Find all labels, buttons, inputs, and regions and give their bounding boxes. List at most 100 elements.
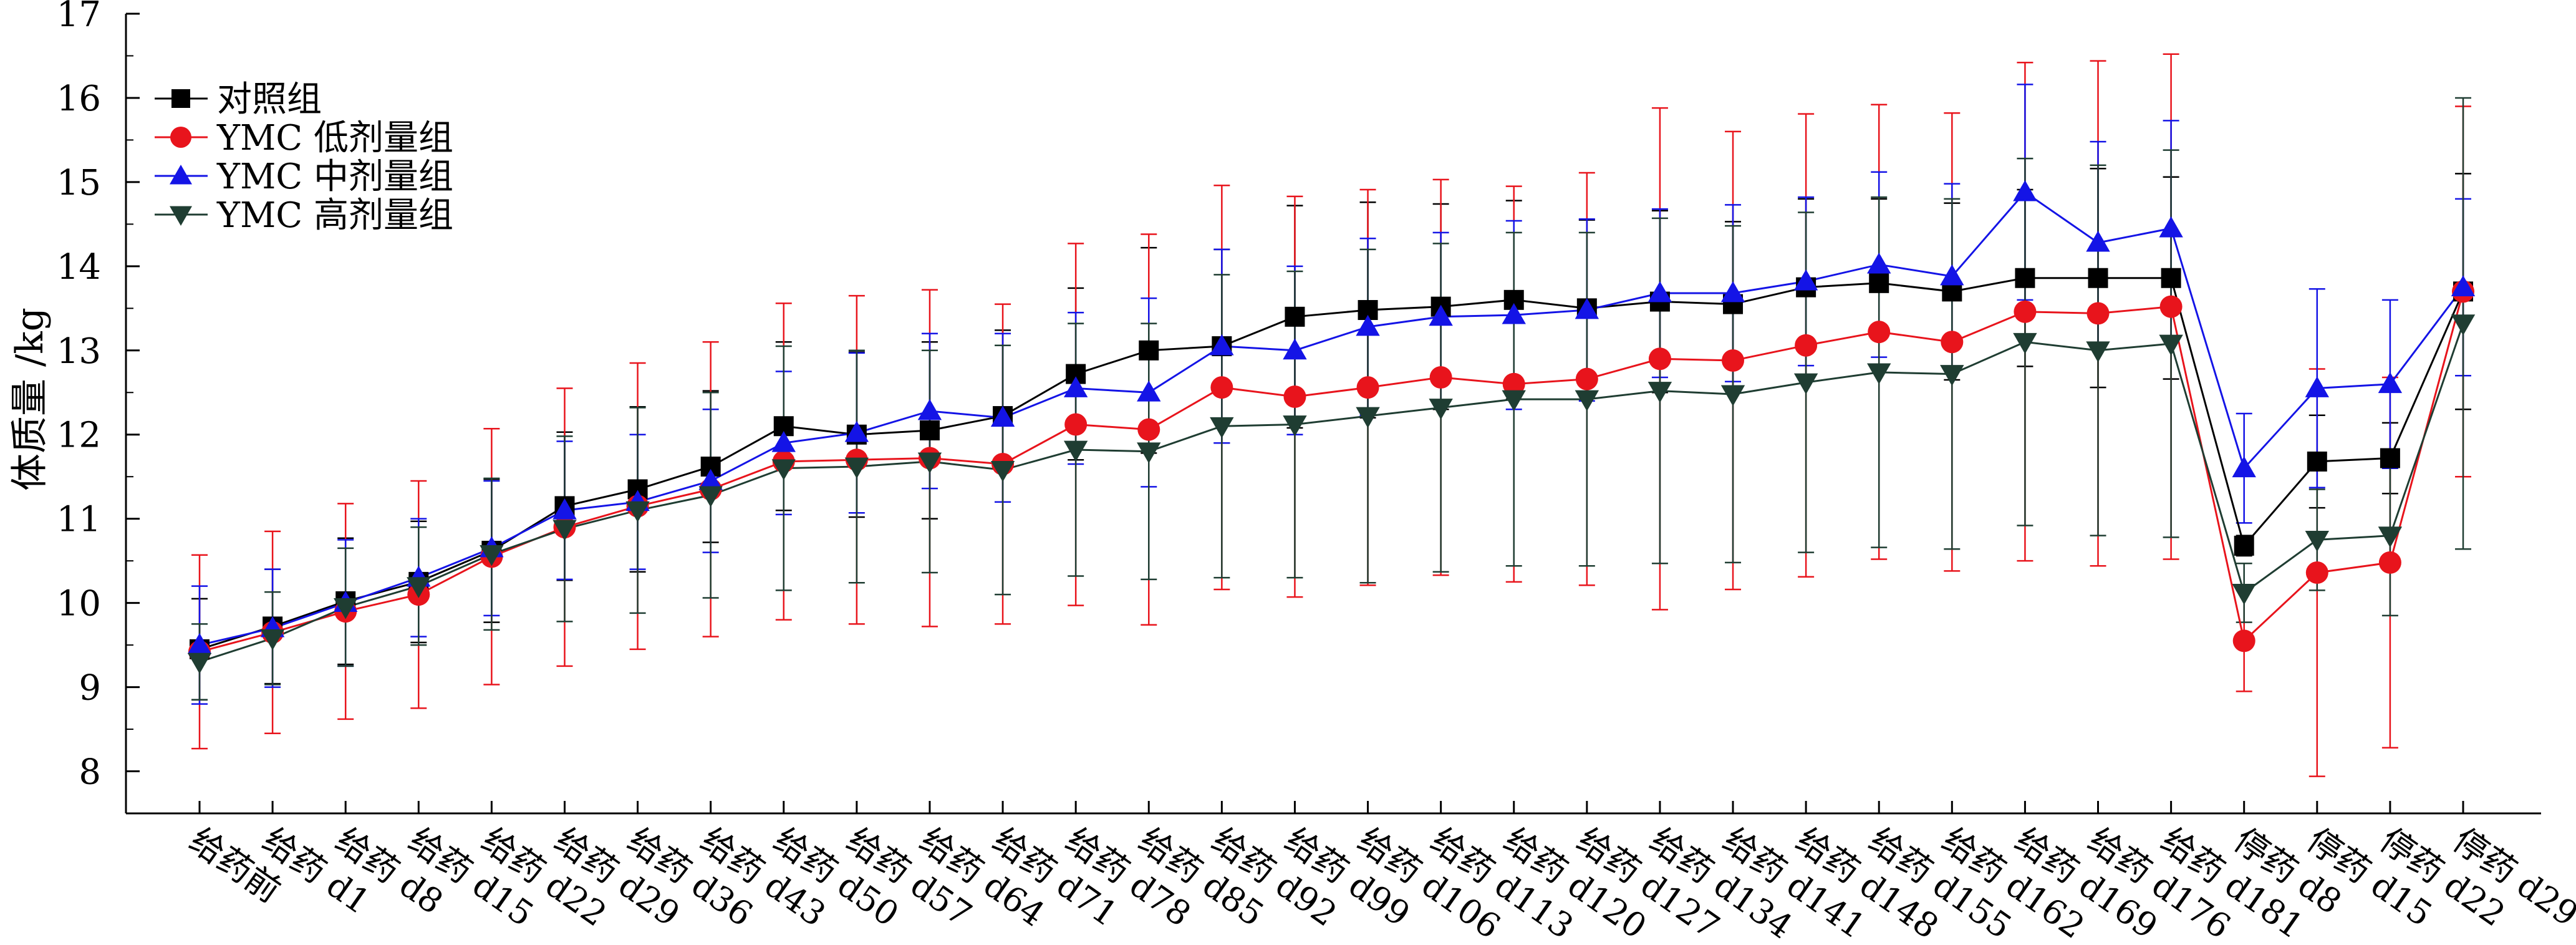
data-point xyxy=(2159,295,2183,318)
data-point xyxy=(1356,407,1380,429)
legend-marker xyxy=(170,206,192,226)
data-point xyxy=(1793,269,1818,291)
data-point xyxy=(2014,300,2037,323)
data-point xyxy=(2305,531,2330,552)
data-point xyxy=(1940,365,1964,386)
data-point xyxy=(1063,440,1088,462)
data-point xyxy=(1867,363,1891,385)
y-tick-label: 8 xyxy=(79,752,101,793)
series-line xyxy=(199,191,2464,646)
data-point xyxy=(552,520,577,541)
data-point xyxy=(1429,366,1452,389)
legend-label: YMC 高剂量组 xyxy=(216,195,453,236)
data-point xyxy=(1720,385,1745,407)
data-point xyxy=(1502,372,1525,395)
data-point xyxy=(1647,281,1672,303)
data-point xyxy=(1795,334,1818,357)
data-point xyxy=(552,498,577,520)
legend-item: YMC 中剂量组 xyxy=(155,157,453,197)
data-point xyxy=(698,468,723,490)
data-point xyxy=(625,501,650,523)
data-point xyxy=(1647,382,1672,403)
y-tick-label: 16 xyxy=(57,79,101,119)
data-point xyxy=(771,459,796,480)
y-tick-label: 17 xyxy=(57,0,101,35)
data-point xyxy=(2234,535,2254,556)
data-point xyxy=(1502,303,1526,324)
data-point xyxy=(480,545,504,566)
y-tick-labels: 8 9 10 11 12 13 14 15 16 17 xyxy=(57,0,101,793)
data-point xyxy=(698,486,723,508)
series-lines xyxy=(199,191,2464,663)
data-point xyxy=(919,420,940,440)
data-point xyxy=(990,461,1015,482)
y-tick-label: 9 xyxy=(79,668,101,709)
data-point xyxy=(2380,448,2400,468)
data-point xyxy=(2232,629,2255,652)
data-point xyxy=(1429,399,1453,420)
data-point xyxy=(844,420,869,442)
y-tick-label: 13 xyxy=(57,331,101,372)
data-point xyxy=(1063,376,1088,397)
data-point xyxy=(1356,314,1380,336)
data-point xyxy=(1867,252,1891,274)
y-tick-label: 14 xyxy=(57,247,101,288)
data-point xyxy=(1869,273,1889,293)
data-point xyxy=(1575,390,1599,412)
data-point xyxy=(1139,340,1159,361)
data-point xyxy=(2013,332,2037,354)
data-point xyxy=(2013,180,2037,201)
data-point xyxy=(1285,306,1305,327)
error-bars xyxy=(191,53,2471,777)
series-line xyxy=(199,291,2464,653)
data-point xyxy=(2086,341,2110,362)
data-point xyxy=(187,652,212,674)
data-point xyxy=(2232,584,2256,605)
data-point xyxy=(2159,334,2183,356)
data-point xyxy=(917,399,942,420)
data-point xyxy=(1137,380,1161,402)
data-point xyxy=(407,577,431,598)
data-point xyxy=(1575,298,1599,319)
data-point xyxy=(1137,442,1161,463)
data-point xyxy=(2159,216,2183,238)
data-point xyxy=(990,405,1015,427)
legend-label: 对照组 xyxy=(217,79,322,120)
data-point xyxy=(1941,331,1964,354)
data-point xyxy=(1940,264,1964,286)
data-point xyxy=(1283,415,1307,437)
data-point xyxy=(1283,385,1306,409)
data-point xyxy=(1356,376,1379,399)
data-point xyxy=(333,598,358,619)
data-point xyxy=(1137,418,1160,441)
series-markers xyxy=(187,180,2476,674)
data-point xyxy=(1575,367,1598,390)
legend-item: YMC 高剂量组 xyxy=(155,195,453,236)
legend-label: YMC 低剂量组 xyxy=(216,118,453,158)
data-point xyxy=(771,431,796,452)
data-point xyxy=(1064,413,1088,436)
y-axis-label: 体质量 /kg xyxy=(8,308,52,491)
data-point xyxy=(1210,334,1234,356)
data-point xyxy=(2451,314,2476,336)
y-tick-label: 15 xyxy=(57,163,101,203)
data-point xyxy=(2161,268,2181,288)
data-point xyxy=(2378,551,2401,574)
legend-item: 对照组 xyxy=(155,79,322,120)
data-point xyxy=(1502,390,1526,412)
data-point xyxy=(2088,268,2108,288)
legend-label: YMC 中剂量组 xyxy=(216,157,453,197)
data-point xyxy=(2451,275,2476,296)
legend-marker xyxy=(171,89,190,108)
data-point xyxy=(1429,304,1453,326)
data-point xyxy=(1720,281,1745,303)
data-point xyxy=(2307,451,2327,472)
series-line xyxy=(199,277,2464,651)
data-point xyxy=(1210,376,1233,399)
data-point xyxy=(1648,347,1671,371)
legend-item: YMC 低剂量组 xyxy=(155,118,453,158)
y-tick-label: 12 xyxy=(57,415,101,456)
